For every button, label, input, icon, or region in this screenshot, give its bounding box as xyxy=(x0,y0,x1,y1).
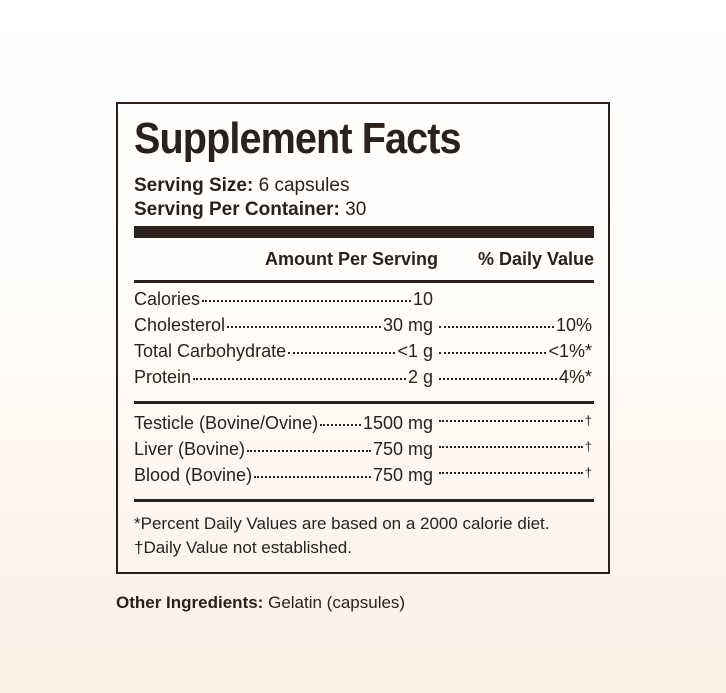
thick-rule xyxy=(134,226,594,238)
amount-cell: Liver (Bovine) 750 mg xyxy=(134,439,433,460)
row: Blood (Bovine) 750 mg † xyxy=(134,465,594,491)
rule xyxy=(134,401,594,404)
title: Supplement Facts xyxy=(134,114,462,163)
amount-cell: Total Carbohydrate <1 g xyxy=(134,341,433,362)
row: Total Carbohydrate <1 g <1%* xyxy=(134,341,594,367)
row: Testicle (Bovine/Ovine) 1500 mg † xyxy=(134,413,594,439)
daily-value-cell: <1%* xyxy=(437,341,592,362)
column-heading: Amount Per Serving xyxy=(264,249,438,269)
serving-size-value: 6 capsules xyxy=(258,175,350,196)
dot-leader xyxy=(439,446,583,448)
dot-leader xyxy=(439,472,583,474)
row-name: Cholesterol xyxy=(134,315,226,335)
dot-leader xyxy=(439,378,557,380)
row: Protein 2 g 4%* xyxy=(134,367,594,393)
row-daily-value: 10% xyxy=(555,315,592,335)
serving-size-label: Serving Size: xyxy=(134,175,254,196)
daily-value-cell: 4%* xyxy=(437,367,592,388)
daily-value-cell: † xyxy=(437,465,592,480)
row-name: Total Carbohydrate xyxy=(134,341,287,361)
row-amount: <1 g xyxy=(397,341,433,361)
row-amount: 750 mg xyxy=(372,439,433,459)
row: Liver (Bovine) 750 mg † xyxy=(134,439,594,465)
serving-size: Serving Size: 6 capsules xyxy=(134,174,594,198)
dot-leader xyxy=(193,378,406,380)
row-amount: 10 xyxy=(412,289,433,309)
facts-panel: Supplement Facts Serving Size: 6 capsule… xyxy=(116,102,610,574)
dot-leader xyxy=(320,424,361,426)
rule xyxy=(134,280,594,283)
row-amount: 2 g xyxy=(407,367,433,387)
daily-value-cell: † xyxy=(437,413,592,428)
row-amount: 1500 mg xyxy=(362,413,433,433)
amount-cell: Testicle (Bovine/Ovine) 1500 mg xyxy=(134,413,433,434)
row-name: Liver (Bovine) xyxy=(134,439,246,459)
row: Calories 10 xyxy=(134,289,594,315)
rule xyxy=(134,499,594,502)
row-amount: 30 mg xyxy=(382,315,433,335)
row-daily-value: † xyxy=(584,439,592,454)
other-ingredients: Other Ingredients: Gelatin (capsules) xyxy=(116,593,405,613)
dot-leader xyxy=(288,352,396,354)
row-daily-value: <1%* xyxy=(548,341,592,361)
dot-leader xyxy=(439,352,547,354)
daily-value-cell: † xyxy=(437,439,592,454)
footnote: *Percent Daily Values are based on a 200… xyxy=(134,514,550,533)
amount-cell: Cholesterol 30 mg xyxy=(134,315,433,336)
amount-cell: Protein 2 g xyxy=(134,367,433,388)
column-heading: % Daily Value xyxy=(477,249,594,269)
row: Cholesterol 30 mg 10% xyxy=(134,315,594,341)
row-name: Blood (Bovine) xyxy=(134,465,253,485)
amount-cell: Blood (Bovine) 750 mg xyxy=(134,465,433,486)
row-name: Testicle (Bovine/Ovine) xyxy=(134,413,319,433)
dot-leader xyxy=(227,326,381,328)
daily-value-cell: 10% xyxy=(437,315,592,336)
servings: Serving Per Container: 30 xyxy=(134,198,594,222)
servings-value: 30 xyxy=(345,199,367,220)
column-header: Amount Per Serving % Daily Value xyxy=(134,249,594,273)
dot-leader xyxy=(202,300,411,302)
dot-leader xyxy=(254,476,371,478)
footnote: †Daily Value not established. xyxy=(134,538,352,557)
row-daily-value: 4%* xyxy=(558,367,592,387)
row-name: Calories xyxy=(134,289,201,309)
serving-info: Serving Size: 6 capsules Serving Per Con… xyxy=(134,174,594,222)
other-ingredients-label: Other Ingredients: xyxy=(116,593,264,612)
other-ingredients-value: Gelatin (capsules) xyxy=(268,593,406,612)
dot-leader xyxy=(439,326,554,328)
dot-leader xyxy=(247,450,371,452)
row-daily-value: † xyxy=(584,465,592,480)
dot-leader xyxy=(439,420,583,422)
row-name: Protein xyxy=(134,367,192,387)
servings-label: Serving Per Container: xyxy=(134,199,340,220)
row-daily-value: † xyxy=(584,413,592,428)
row-amount: 750 mg xyxy=(372,465,433,485)
amount-cell: Calories 10 xyxy=(134,289,433,310)
